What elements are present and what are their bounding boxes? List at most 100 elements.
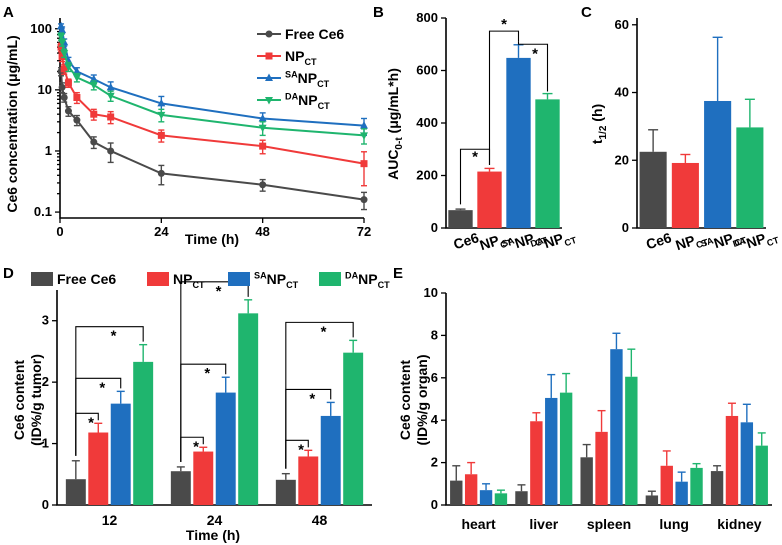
panel-a-y-tick-label: 10	[38, 82, 52, 97]
panel-e-category-label: spleen	[587, 516, 631, 532]
panel-a-data-point	[64, 79, 72, 87]
panel-label-e: E	[393, 265, 403, 282]
undefined-y-tick-label: 400	[416, 115, 438, 130]
panel-d-legend-label-main: Free Ce6	[57, 271, 116, 287]
panel-c-category-label-main: NP	[744, 230, 767, 251]
panel-a-data-point	[360, 132, 368, 140]
panel-a-data-point	[360, 196, 368, 204]
undefined-bar	[448, 210, 473, 228]
panel-a-data-point	[258, 124, 267, 133]
panel-a-data-point	[360, 121, 368, 129]
panel-d-significance-star: *	[204, 365, 210, 382]
panel-c-category-label-sub: CT	[733, 235, 748, 248]
panel-e-bar	[660, 465, 673, 505]
panel-a-legend-label-main: NP	[285, 48, 304, 64]
panel-a-legend-label: DANPCT	[285, 91, 330, 111]
undefined-category-label-sup: DA	[529, 235, 545, 249]
panel-a-data-point	[64, 63, 73, 72]
panel-e-y-tick-label: 2	[431, 455, 438, 470]
panel-d-bar	[88, 432, 109, 505]
panel-a-data-point	[259, 181, 267, 189]
panel-c-bar	[704, 100, 732, 228]
panel-a-y-tick-label: 1	[45, 143, 52, 158]
panel-a-pharmacokinetics-chart: Time (h) Ce6 concentration (μg/mL) 0.1 1 1…	[4, 18, 371, 247]
panel-a-series-line	[60, 36, 365, 137]
panel-d-significance-bracket	[180, 281, 249, 462]
panel-c-bar	[736, 127, 764, 228]
undefined-category-label-group: Ce6	[451, 229, 481, 252]
panel-c-category-label-main: NP	[673, 232, 696, 253]
panel-d-significance-star: *	[309, 390, 315, 407]
panel-e-y-tick-label: 8	[431, 327, 438, 342]
panel-d-significance-star: *	[111, 328, 117, 345]
panel-c-y-tick-label: 40	[615, 85, 629, 100]
panel-d-y-tick-label: 2	[42, 374, 49, 389]
panel-d-significance-bracket	[75, 326, 144, 456]
undefined-y-tick-label: 800	[416, 10, 438, 25]
panel-a-data-point	[107, 147, 115, 155]
panel-a-x-tick-label: 24	[154, 224, 169, 239]
panel-a-legend-label-sub: CT	[304, 57, 317, 67]
undefined-bar	[506, 57, 531, 229]
panel-c-y-axis-label: t1/2 (h)	[589, 104, 609, 144]
panel-a-series-line	[60, 47, 365, 165]
panel-d-bar	[110, 403, 131, 505]
panel-c-category-label-group: SANPCT	[699, 226, 748, 259]
panel-c-category-label-main: NP	[712, 230, 735, 251]
panel-d-category-label: 24	[207, 512, 223, 528]
panel-d-legend-swatch	[228, 272, 250, 286]
panel-d-legend-swatch	[319, 272, 341, 286]
panel-e-bar	[464, 474, 478, 505]
panel-e-bar	[559, 392, 573, 505]
panel-d-legend-label-main: NP	[173, 271, 192, 287]
panel-e-bar	[515, 491, 528, 505]
panel-a-data-point	[58, 25, 67, 34]
panel-a-data-point	[90, 138, 98, 146]
panel-a-data-point	[57, 33, 66, 41]
panel-a-data-point	[157, 169, 165, 177]
panel-d-legend-label: NPCT	[173, 271, 205, 290]
panel-c-category-label-sub: CT	[766, 235, 781, 248]
panel-a-x-tick-label: 48	[255, 224, 269, 239]
panel-b-significance-bracket	[517, 41, 549, 92]
panel-d-legend-label-main: NP	[267, 271, 286, 287]
undefined-category-label-sub: CT	[563, 235, 578, 248]
panel-e-bar	[530, 421, 543, 505]
panel-c-y-tick-label: 20	[615, 152, 629, 167]
panel-b-auc-chart: AUC0-t (μg/mL*h) 0200400600800Ce6NPCTSAN…	[385, 10, 578, 253]
panel-a-y-axis-label: Ce6 concentration (μg/mL)	[4, 35, 20, 212]
panel-a-legend-label: Free Ce6	[285, 26, 344, 42]
undefined-category-label-sup: SA	[500, 235, 516, 249]
panel-c-category-label: SANPCT	[699, 226, 748, 259]
panel-e-organ-content-chart: Ce6 content (ID%/g organ) 0 2 4 6 8 10 heart li…	[397, 285, 772, 532]
panel-e-bar	[479, 490, 493, 505]
panel-a-legend-marker	[265, 73, 273, 81]
panel-e-y-tick-label: 4	[431, 412, 439, 427]
panel-c-category-label-group: DANPCT	[731, 226, 780, 259]
undefined-y-tick-label: 0	[431, 220, 438, 235]
panel-d-significance-star: *	[216, 283, 222, 300]
panel-e-bar	[595, 431, 608, 505]
panel-c-category-label-group: Ce6	[644, 229, 674, 252]
panel-c-category-label-group: NPCT	[673, 232, 709, 253]
panel-d-legend-swatch	[147, 272, 169, 286]
panel-a-x-tick-label: 72	[357, 224, 371, 239]
undefined-category-label-sub: CT	[534, 235, 549, 248]
panel-a-data-point	[107, 113, 115, 121]
panel-d-category-label: 48	[312, 512, 328, 528]
panel-c-category-label: DANPCT	[731, 226, 780, 259]
panel-e-bar	[494, 493, 508, 505]
panel-e-bar	[710, 471, 724, 505]
panel-a-legend-label-main: Free Ce6	[285, 26, 344, 42]
panel-d-bar	[193, 451, 214, 505]
undefined-bar	[535, 99, 560, 228]
panel-d-legend-swatch	[31, 272, 53, 286]
panel-d-bar	[275, 479, 296, 505]
panel-label-c: C	[581, 4, 592, 21]
panel-d-bar	[133, 361, 154, 505]
undefined-bar	[477, 171, 502, 228]
panel-d-y-axis-label-line2: (ID%/g tumor)	[28, 354, 44, 446]
panel-a-legend-label-sub: CT	[318, 101, 331, 111]
panel-a-data-point	[360, 160, 368, 168]
panel-d-legend-label-sup: SA	[254, 270, 267, 280]
